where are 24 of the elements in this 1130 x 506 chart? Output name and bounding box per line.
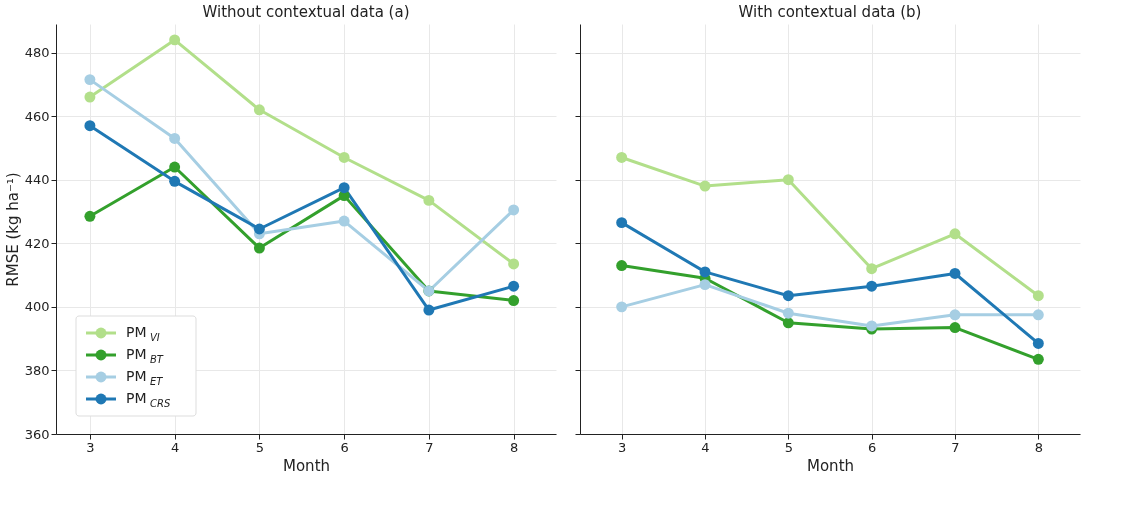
x-axis-title: Month bbox=[282, 456, 331, 475]
chart-title: Without contextual data (a) bbox=[202, 3, 410, 21]
x-tick-label: 5 bbox=[255, 439, 265, 455]
x-tick-label: 3 bbox=[86, 439, 95, 455]
x-tick-label: 4 bbox=[701, 439, 710, 455]
y-tick-label: 480 bbox=[24, 45, 50, 61]
y-tick-label: 420 bbox=[24, 235, 50, 251]
y-tick-label: 380 bbox=[24, 362, 50, 378]
x-tick-label: 8 bbox=[1034, 439, 1043, 455]
x-tick-label: 6 bbox=[340, 439, 349, 455]
x-tick-label: 3 bbox=[618, 439, 627, 455]
x-tick-label: 4 bbox=[171, 439, 180, 455]
y-axis-title: RMSE (kg ha⁻¹) bbox=[3, 172, 22, 287]
y-tick-label: 460 bbox=[24, 108, 50, 124]
x-tick-label: 7 bbox=[425, 439, 434, 455]
x-axis-title: Month bbox=[806, 456, 855, 475]
y-tick-label: 440 bbox=[24, 172, 50, 188]
chart-title: With contextual data (b) bbox=[738, 3, 922, 21]
x-tick-label: 5 bbox=[784, 439, 793, 455]
x-tick-label: 6 bbox=[868, 439, 877, 455]
x-tick-label: 7 bbox=[951, 439, 960, 455]
y-tick-label: 400 bbox=[24, 299, 50, 315]
y-tick-label: 360 bbox=[24, 426, 50, 442]
x-tick-label: 8 bbox=[509, 439, 519, 455]
